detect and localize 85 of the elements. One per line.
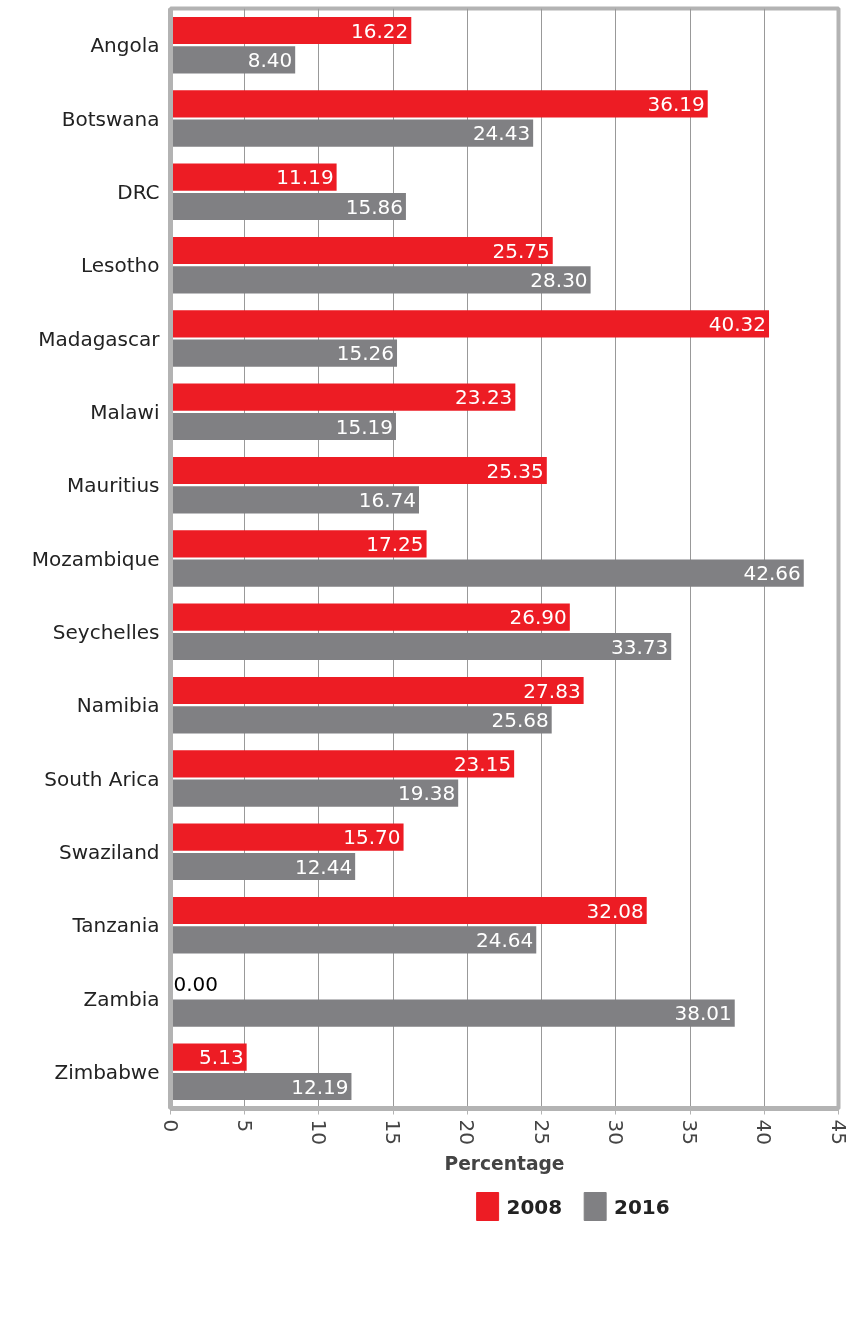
bar — [170, 310, 770, 338]
bar — [170, 456, 547, 485]
data-label: 12.19 — [291, 1074, 349, 1099]
bar — [170, 266, 591, 294]
y-tick-label: South Arica — [44, 766, 160, 791]
y-tick-label: Tanzania — [71, 913, 160, 938]
y-tick-label: Namibia — [76, 693, 160, 718]
bar — [170, 192, 406, 221]
bar — [170, 236, 553, 265]
data-label: 32.08 — [586, 898, 644, 923]
data-label: 27.83 — [523, 678, 581, 703]
x-tick-label: 40 — [752, 1119, 777, 1145]
bar — [170, 163, 337, 191]
data-label: 25.75 — [492, 238, 550, 263]
data-label: 12.44 — [294, 854, 353, 879]
data-label: 15.26 — [336, 341, 395, 366]
bar — [170, 750, 515, 778]
y-tick-label: Lesotho — [80, 253, 160, 278]
data-label: 25.68 — [491, 707, 549, 732]
y-tick-label: Mozambique — [31, 546, 160, 571]
data-label: 0.00 — [173, 971, 219, 996]
bar — [170, 16, 412, 45]
y-tick-label: Mauritius — [67, 473, 160, 498]
data-label: 17.25 — [366, 531, 424, 556]
y-tick-label: Zambia — [83, 986, 160, 1011]
x-tick-label: 15 — [381, 1119, 406, 1145]
bar — [170, 926, 537, 954]
bar — [170, 559, 804, 587]
data-label: 26.90 — [509, 605, 567, 630]
y-tick-label: Swaziland — [58, 839, 160, 864]
data-label: 16.74 — [358, 487, 417, 512]
data-label: 40.32 — [708, 311, 767, 336]
bar — [170, 999, 735, 1027]
data-label: 19.38 — [397, 781, 456, 806]
bar — [170, 383, 516, 411]
data-label: 15.70 — [343, 825, 401, 850]
y-tick-label: Malawi — [90, 399, 160, 424]
x-tick-label: 25 — [529, 1119, 554, 1145]
legend-label: 2016 — [614, 1194, 670, 1219]
data-label: 24.64 — [476, 927, 534, 952]
bar — [170, 119, 534, 147]
x-tick-label: 5 — [232, 1119, 257, 1133]
data-label: 23.23 — [455, 385, 513, 410]
data-label: 38.01 — [674, 1001, 732, 1026]
legend-label: 2008 — [506, 1194, 563, 1219]
data-label: 15.19 — [335, 414, 393, 439]
data-label: 16.22 — [351, 18, 409, 43]
bar — [170, 852, 356, 881]
data-label: 36.19 — [647, 91, 705, 116]
x-tick-label: 45 — [826, 1119, 851, 1145]
data-label: 33.73 — [610, 634, 669, 659]
bar — [170, 632, 672, 661]
bar — [170, 412, 396, 441]
data-label: 5.13 — [199, 1045, 244, 1070]
data-label: 15.86 — [345, 194, 403, 219]
bar — [170, 1072, 352, 1101]
y-tick-label: Seychelles — [52, 619, 160, 644]
data-label: 25.35 — [486, 458, 544, 483]
y-tick-label: Zimbabwe — [54, 1059, 160, 1084]
x-tick-label: 20 — [455, 1119, 480, 1145]
data-label: 23.15 — [453, 751, 512, 776]
bar — [170, 90, 708, 118]
y-tick-label: Botswana — [61, 106, 160, 131]
bar — [170, 603, 570, 631]
x-tick-label: 10 — [306, 1119, 331, 1145]
data-label: 28.30 — [530, 267, 588, 292]
x-tick-label: 30 — [603, 1119, 628, 1145]
bar — [170, 530, 427, 558]
bar — [170, 823, 404, 851]
x-tick-label: 35 — [678, 1119, 703, 1145]
x-axis-title: Percentage — [444, 1152, 565, 1174]
data-label: 8.40 — [247, 47, 293, 72]
y-tick-label: Angola — [90, 33, 160, 58]
data-label: 24.43 — [472, 121, 531, 146]
bar — [170, 339, 398, 367]
y-tick-label: Madagascar — [38, 326, 161, 351]
bar — [170, 706, 552, 734]
data-label: 11.19 — [276, 165, 334, 190]
y-tick-label: DRC — [117, 179, 160, 204]
data-label: 42.66 — [743, 561, 801, 586]
bar — [170, 896, 647, 925]
bar — [170, 779, 459, 807]
x-tick-label: 0 — [158, 1119, 183, 1133]
bar — [170, 676, 584, 705]
bar — [170, 486, 419, 514]
